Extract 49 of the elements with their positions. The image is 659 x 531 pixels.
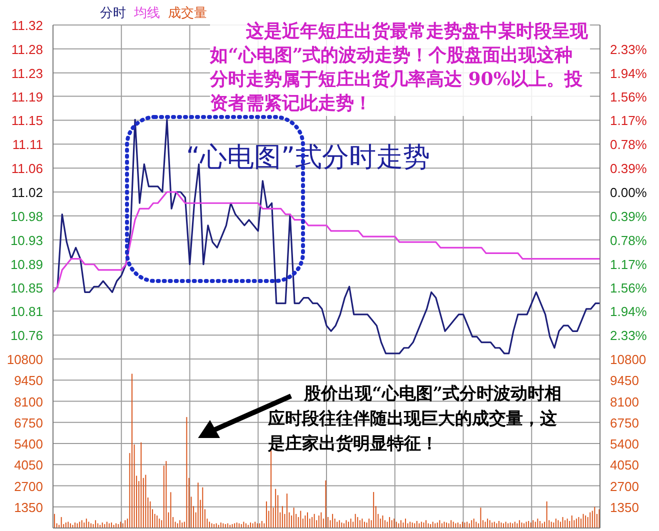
y-tick-label: 11.19 xyxy=(11,89,43,104)
y-tick-label: 10.98 xyxy=(10,208,43,224)
y-tick-label: 9450 xyxy=(14,373,43,388)
y2-tick-label: 0.78% xyxy=(610,137,648,152)
y2-tick-label: 2.33% xyxy=(610,42,648,58)
y-tick-label: 10.76 xyxy=(10,328,43,344)
y-tick-label: 5400 xyxy=(14,436,43,452)
y2-tick-label: 1350 xyxy=(610,500,639,515)
y2-tick-label: 0.78% xyxy=(610,232,648,248)
y-tick-label: 10.81 xyxy=(10,304,43,320)
text: 均线 xyxy=(134,5,160,22)
y2-tick-label: 1.56% xyxy=(610,280,648,296)
y-tick-label: 11.02 xyxy=(11,185,43,200)
y-tick-label: 8100 xyxy=(14,394,43,410)
y2-tick-label: 2700 xyxy=(610,478,639,494)
y2-tick-label: 1.94% xyxy=(610,66,648,81)
y-tick-label: 4050 xyxy=(14,458,43,473)
y2-tick-label: 1.17% xyxy=(610,113,648,128)
y2-tick-label: 1.17% xyxy=(610,256,648,272)
y-tick-label: 10800 xyxy=(6,352,43,367)
y-tick-label: 11.28 xyxy=(11,42,43,57)
y2-tick-label: 2.33% xyxy=(610,328,648,343)
y2-tick-label: 0.00% xyxy=(610,185,648,200)
y2-tick-label: 9450 xyxy=(610,373,639,388)
y-tick-label: 10.89 xyxy=(10,256,43,272)
y2-tick-label: 6750 xyxy=(610,415,639,430)
text: 成交量 xyxy=(168,5,207,22)
y-tick-label: 11.11 xyxy=(12,137,43,152)
y-tick-label: 11.23 xyxy=(11,66,43,81)
y2-tick-label: 8100 xyxy=(610,394,639,410)
y2-tick-label: 1.56% xyxy=(610,89,648,104)
line-series xyxy=(53,191,600,293)
y-tick-label: 11.06 xyxy=(11,161,43,176)
y-tick-label: 6750 xyxy=(14,415,43,430)
y2-tick-label: 0.39% xyxy=(610,161,648,176)
y2-tick-label: 4050 xyxy=(610,458,639,473)
y2-tick-label: 10800 xyxy=(610,352,646,367)
annotation: 股价出现“心电图”式分时波动时相应时段往往伴随出现巨大的成交量，这是庄家出货明显特征！ xyxy=(268,383,563,456)
y2-tick-label: 5400 xyxy=(610,436,639,452)
annotation: 这是近年短庄出货最常走势盘中某时段呈现如“心电图”式的波动走势！个股盘面出现这种分时走势属于短庄出货几率高达 90%以上。投资者需紧记此走势！ xyxy=(210,20,590,116)
y-tick-label: 10.85 xyxy=(10,280,43,296)
y-tick-label: 2700 xyxy=(14,478,43,494)
y2-tick-label: 0.39% xyxy=(610,208,648,224)
y-tick-label: 1350 xyxy=(14,500,43,515)
y-tick-label: 10.93 xyxy=(10,232,43,248)
y2-tick-label: 1.94% xyxy=(610,304,648,320)
y-tick-label: 11.15 xyxy=(11,113,43,128)
text: 分时 xyxy=(100,5,126,22)
y-tick-label: 11.32 xyxy=(11,18,43,33)
